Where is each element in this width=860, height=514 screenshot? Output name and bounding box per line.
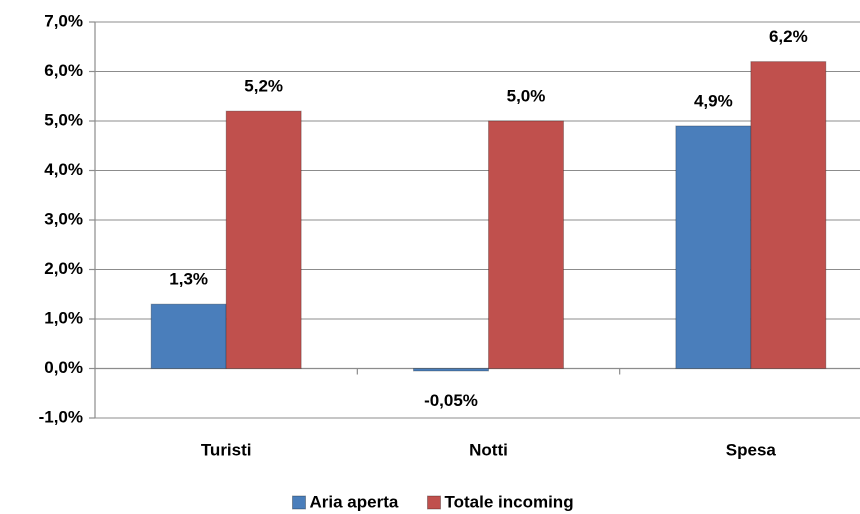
data-label: 5,2% [244, 77, 283, 96]
data-label: 4,9% [694, 91, 733, 110]
x-tick-label: Spesa [726, 440, 777, 459]
data-label: 5,0% [507, 86, 546, 105]
x-tick-label: Turisti [201, 440, 252, 459]
legend-swatch [427, 495, 441, 510]
legend-swatch [292, 495, 306, 510]
data-label: 1,3% [169, 270, 208, 289]
legend-label: Aria aperta [310, 492, 399, 511]
y-tick-label: 5,0% [44, 110, 83, 129]
y-tick-label: 7,0% [44, 11, 83, 30]
bar [488, 120, 564, 369]
bar [675, 125, 752, 369]
bar [750, 61, 827, 369]
y-tick-label: 0,0% [44, 358, 83, 377]
y-tick-label: -1,0% [39, 407, 83, 426]
data-label: -0,05% [424, 391, 478, 410]
legend-label: Totale incoming [445, 492, 574, 511]
y-tick-label: 2,0% [44, 259, 83, 278]
y-tick-label: 1,0% [44, 308, 83, 327]
y-tick-label: 4,0% [44, 160, 83, 179]
bar [225, 110, 302, 369]
x-tick-label: Notti [469, 440, 508, 459]
y-tick-label: 6,0% [44, 61, 83, 80]
bar [150, 303, 227, 369]
data-label: 6,2% [769, 27, 808, 46]
bar [413, 368, 489, 372]
y-tick-label: 3,0% [44, 209, 83, 228]
